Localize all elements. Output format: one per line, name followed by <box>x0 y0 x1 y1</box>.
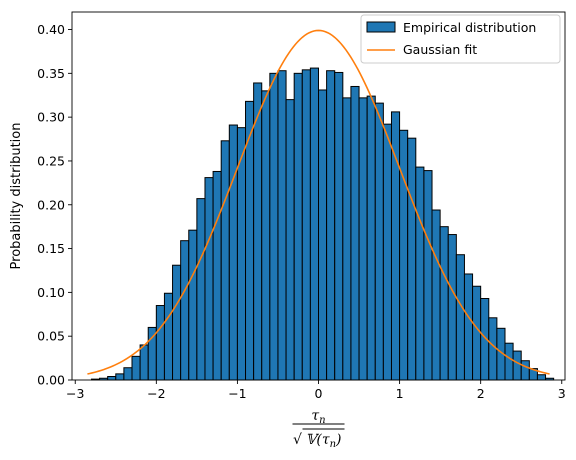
x-tick-label: −2 <box>147 386 165 401</box>
x-tick-label: 3 <box>558 386 566 401</box>
y-tick-label: 0.00 <box>37 373 65 388</box>
histogram-bar <box>399 129 409 381</box>
x-tick-label: 2 <box>477 386 485 401</box>
histogram-bar <box>220 140 230 381</box>
y-tick-label: 0.40 <box>37 22 65 37</box>
y-tick-label: 0.20 <box>37 197 65 212</box>
gaussian-fit-line <box>87 29 550 375</box>
y-axis-ticks: 0.00 0.05 0.10 0.15 0.20 0.25 0.30 0.35 0.40 <box>37 22 72 388</box>
histogram-bar <box>285 99 295 381</box>
x-tick-label: −3 <box>66 386 84 401</box>
histogram-bar <box>196 198 206 381</box>
y-tick-label: 0.10 <box>37 285 65 300</box>
y-tick-label: 0.35 <box>37 66 65 81</box>
histogram-bar <box>342 97 352 381</box>
histogram-bar <box>504 342 514 381</box>
histogram-bar <box>139 344 149 381</box>
histogram-bar <box>374 102 384 381</box>
histogram-bar <box>147 326 157 381</box>
histogram-bar <box>536 374 547 381</box>
histogram-bar <box>212 170 222 381</box>
histogram-bar <box>277 70 287 381</box>
histogram-bars <box>90 67 555 381</box>
histogram-bar <box>447 234 457 381</box>
y-tick-label: 0.05 <box>37 329 65 344</box>
histogram-bar <box>439 226 449 381</box>
legend-label-gaussian: Gaussian fit <box>403 42 477 57</box>
histogram-bar <box>520 360 530 381</box>
histogram-bar <box>318 89 328 381</box>
histogram-bar <box>293 72 303 381</box>
y-tick-label: 0.30 <box>37 110 65 125</box>
histogram-bar <box>358 97 368 381</box>
x-axis-label-denominator: 𝕍(τn) <box>306 432 342 450</box>
x-tick-label: −1 <box>228 386 246 401</box>
y-axis-label: Probability distribution <box>9 123 24 270</box>
histogram-bar <box>431 209 441 381</box>
histogram-bar <box>269 72 279 381</box>
histogram-bar <box>415 166 425 381</box>
histogram-bar <box>326 70 336 381</box>
histogram-bar <box>407 137 417 381</box>
legend: Empirical distribution Gaussian fit <box>360 14 561 64</box>
histogram-bar <box>107 375 117 381</box>
histogram-bar <box>204 177 214 381</box>
histogram-bar <box>309 67 320 381</box>
y-tick-label: 0.15 <box>37 241 65 256</box>
x-tick-label: 1 <box>396 386 404 401</box>
histogram-bar <box>123 367 133 381</box>
histogram-bar <box>253 82 263 381</box>
histogram-bar <box>228 124 238 381</box>
histogram-bar <box>261 90 271 381</box>
histogram-bar <box>115 373 125 381</box>
histogram-bar <box>334 71 344 381</box>
histogram-bar <box>180 240 190 381</box>
histogram-bar <box>382 123 392 381</box>
histogram-bar <box>131 355 141 381</box>
x-axis-ticks: −3 −2 −1 0 1 2 3 <box>66 380 566 401</box>
y-tick-label: 0.25 <box>37 153 65 168</box>
histogram-bar <box>366 95 376 381</box>
legend-patch-empirical <box>366 21 396 33</box>
histogram-bar <box>163 292 174 381</box>
histogram-bar <box>188 229 198 381</box>
histogram-bar <box>350 85 360 381</box>
histogram-bar <box>172 264 182 381</box>
legend-box <box>360 14 561 64</box>
histogram-bar <box>423 170 433 381</box>
legend-label-empirical: Empirical distribution <box>403 20 536 35</box>
histogram-bar <box>463 273 474 381</box>
x-tick-label: 0 <box>315 386 323 401</box>
histogram-bar <box>472 285 482 381</box>
histogram-bar <box>512 350 522 381</box>
histogram-bar <box>301 69 311 381</box>
x-axis-label-sqrt-sign: √ <box>293 432 302 448</box>
x-axis-label-numerator: τn <box>311 408 325 426</box>
histogram-bar <box>455 254 465 381</box>
histogram-bar <box>155 305 165 381</box>
x-axis-label: τn √ 𝕍(τn) <box>292 408 345 450</box>
